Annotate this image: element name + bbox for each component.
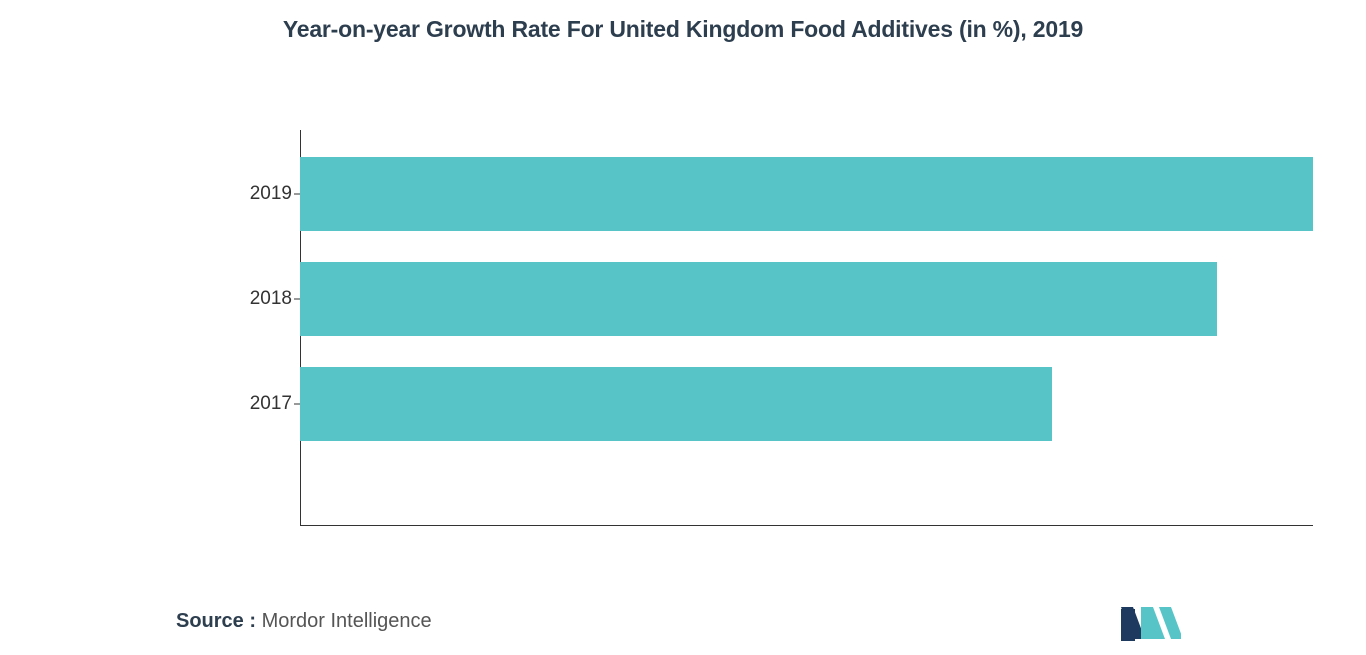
y-tick-label-2017: 2017 bbox=[250, 393, 292, 415]
bar-2019 bbox=[300, 157, 1313, 231]
chart-title: Year-on-year Growth Rate For United King… bbox=[0, 0, 1366, 43]
chart-container: Year-on-year Growth Rate For United King… bbox=[0, 0, 1366, 655]
y-axis: 2019 2018 2017 bbox=[240, 130, 300, 500]
source-line: Source : Mordor Intelligence bbox=[176, 610, 432, 633]
y-tick-label-2018: 2018 bbox=[250, 288, 292, 310]
source-label: Source : bbox=[176, 610, 262, 632]
x-axis-line bbox=[300, 525, 1313, 526]
mordor-logo-icon bbox=[1121, 605, 1181, 641]
y-tick-label-2019: 2019 bbox=[250, 183, 292, 205]
plot-area bbox=[300, 130, 1313, 500]
bar-2017 bbox=[300, 367, 1052, 441]
source-text: Mordor Intelligence bbox=[262, 610, 432, 632]
bar-2018 bbox=[300, 262, 1217, 336]
